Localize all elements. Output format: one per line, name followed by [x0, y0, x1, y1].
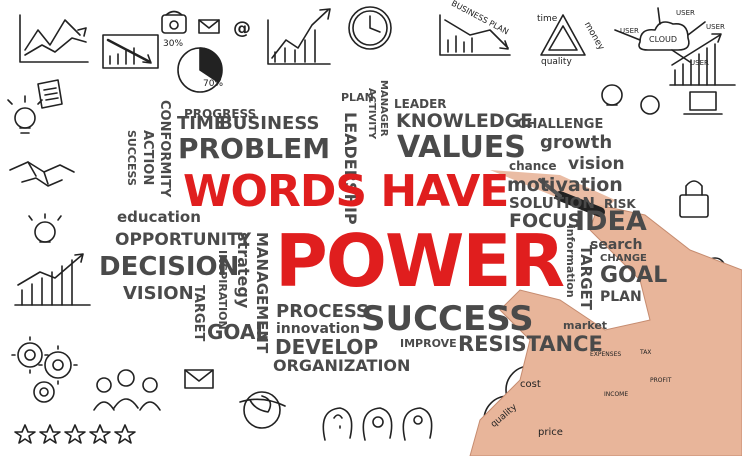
word-decision: DECISION	[99, 252, 240, 282]
label-70pct: 70%	[203, 79, 224, 89]
word-information: information	[564, 225, 577, 298]
label-expenses: EXPENSES	[590, 351, 622, 358]
word-develop: DEVELOP	[275, 335, 379, 359]
lock-icon	[679, 180, 709, 218]
label-user-1: USER	[620, 27, 639, 35]
label-user-2: USER	[676, 9, 695, 17]
label-user-4: USER	[690, 59, 709, 67]
label-profit: PROFIT	[650, 377, 672, 384]
word-inspiration: INSPIRATION	[216, 250, 229, 330]
word-innovation: innovation	[276, 321, 360, 337]
time-money-quality-triangle-icon	[540, 14, 586, 56]
word-values: VALUES	[397, 130, 526, 165]
word-conformity: CONFORMITY	[157, 100, 172, 198]
word-business: BUSINESS	[219, 113, 320, 134]
label-cost: cost	[520, 379, 541, 390]
rating-stars-icon	[14, 424, 136, 444]
idea-bulb-icon	[28, 213, 62, 243]
label-time: time	[537, 14, 558, 24]
word-growth: growth	[540, 132, 613, 153]
document-icon	[37, 79, 63, 109]
cloud-network-icon	[614, 7, 706, 63]
word-plan: PLAN	[341, 91, 374, 104]
word-time: TIME	[177, 113, 227, 134]
label-user-3: USER	[706, 23, 725, 31]
word-market: market	[563, 319, 608, 332]
word-change: CHANGE	[600, 253, 647, 264]
word-strategy: strategy	[234, 232, 253, 309]
word-success-vertical: SUCCESS	[125, 130, 138, 186]
word-plan-right: PLAN	[600, 289, 642, 305]
clock-icon	[348, 6, 392, 50]
line-chart-icon	[19, 14, 89, 63]
word-vision-right: vision	[568, 154, 625, 174]
word-manager: MANAGER	[378, 80, 389, 137]
label-tax: TAX	[640, 349, 652, 356]
headline-words-have: WORDS HAVE	[183, 166, 509, 217]
growth-bar-chart-icon	[669, 33, 736, 86]
label-income: INCOME	[604, 391, 629, 398]
word-target-left: TARGET	[191, 285, 206, 342]
word-education: education	[117, 208, 201, 226]
word-vision-left: VISION	[123, 283, 194, 304]
mail-icon	[184, 369, 214, 389]
word-progress: PROGRESS	[184, 107, 257, 121]
at-sign-icon: @	[233, 18, 251, 39]
gears-icon	[11, 336, 78, 403]
word-motivation: motivation	[507, 174, 623, 196]
globe-icon	[239, 391, 286, 429]
word-solution: SOLUTION	[509, 194, 595, 212]
word-goal-left: GOAL	[207, 320, 269, 344]
word-management: MANAGEMENT	[253, 232, 271, 354]
thinking-heads-icon	[322, 407, 433, 441]
word-success: SUCCESS	[361, 299, 534, 339]
label-quality: quality	[541, 57, 572, 67]
word-target-right: TARGET	[577, 245, 595, 311]
trend-chart-icon	[267, 8, 331, 65]
word-opportunity: OPPORTUNITY	[115, 230, 252, 250]
word-activity: ACTIVITY	[366, 88, 377, 140]
label-price: price	[538, 427, 563, 438]
word-challenge: CHALLENGE	[517, 117, 604, 132]
label-30pct: 30%	[163, 39, 184, 49]
growth-chart-icon	[14, 253, 91, 306]
bulb-right-icon	[601, 84, 660, 115]
business-plan-chart-icon	[439, 14, 511, 56]
headline-power: POWER	[275, 219, 565, 303]
envelope-icon	[198, 19, 220, 34]
word-chance: chance	[509, 159, 557, 173]
phone-icon	[161, 10, 187, 34]
word-risk: RISK	[604, 197, 636, 211]
word-leadership: LEADERSHIP	[341, 112, 360, 225]
laptop-icon	[683, 91, 723, 115]
team-icon	[93, 369, 161, 411]
handshake-icon	[9, 161, 75, 187]
word-idea: IDEA	[575, 206, 647, 237]
pie-chart-icon	[177, 47, 223, 93]
label-cloud: CLOUD	[649, 35, 678, 44]
word-improve: IMPROVE	[400, 337, 457, 350]
word-process: PROCESS	[276, 301, 369, 322]
word-leader: LEADER	[394, 97, 447, 111]
word-resistance: RESISTANCE	[458, 332, 603, 356]
word-action: ACTION	[140, 130, 155, 186]
word-search: search	[590, 237, 643, 253]
word-goal-right: GOAL	[600, 263, 668, 288]
bar-chart-frame-icon	[102, 34, 159, 69]
word-knowledge: KNOWLEDGE	[396, 110, 534, 132]
word-organization: ORGANIZATION	[273, 356, 411, 375]
word-focus: FOCUS	[509, 210, 582, 232]
word-problem: PROBLEM	[178, 132, 331, 165]
